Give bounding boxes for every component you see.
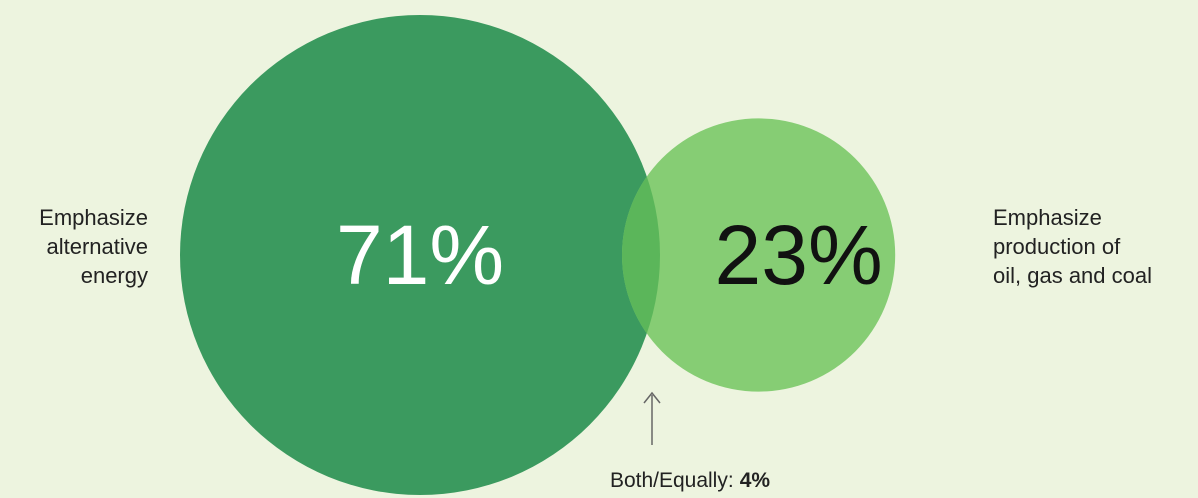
set-circle	[622, 118, 896, 392]
set-label: Emphasize alternative energy	[39, 205, 148, 288]
value-label: 23%	[715, 208, 883, 302]
arrow-head	[643, 391, 661, 404]
overlap-label: Both/Equally: 4%	[610, 469, 770, 492]
overlap-value: 4%	[740, 469, 771, 492]
value-label: 71%	[336, 208, 504, 302]
overlap-name: Both/Equally:	[610, 469, 734, 492]
set-circle	[180, 15, 660, 495]
set-label: Emphasize production of oil, gas and coa…	[993, 205, 1152, 288]
